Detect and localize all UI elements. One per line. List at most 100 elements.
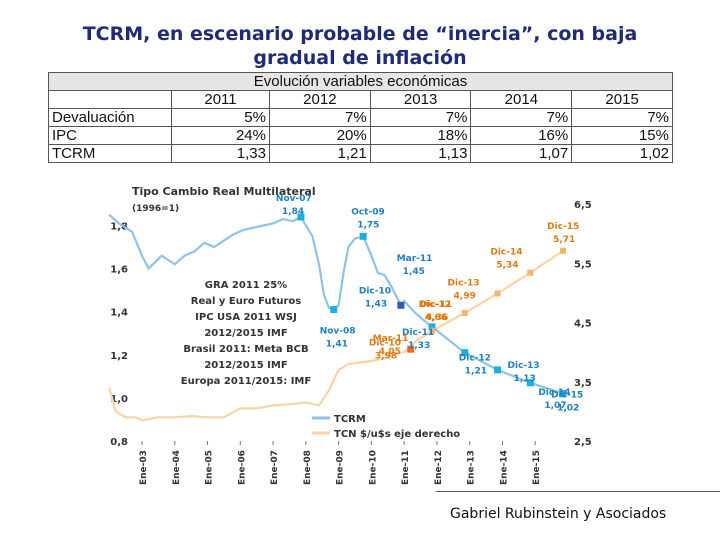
table-row-devaluacion: Devaluación 5% 7% 7% 7% 7% [48,108,673,127]
slide-title: TCRM, en escenario probable de “inercia”… [20,22,700,70]
x-tick-label: Ene-07 [270,450,280,485]
annotation-label: Nov-07 [276,194,312,204]
table-cell: 7% [369,108,472,127]
y-left-tick-label: 1,6 [110,265,128,276]
chart-subtitle: (1996=1) [132,204,179,214]
footer-divider [436,491,720,492]
annotation-value: 1,84 [282,207,304,217]
year-header: 2012 [268,90,371,109]
table-cell: 20% [268,126,371,145]
annotation-value: 1,41 [326,340,348,350]
x-tick-label: Ene-13 [467,450,477,485]
table-caption-row: Evolución variables económicas [48,72,673,91]
annotation-value: 3,98 [375,351,397,361]
projection-line-tcrm [431,325,564,395]
y-left-tick-label: 1,8 [110,222,128,233]
y-right-tick-label: 6,5 [574,200,592,211]
annotation-label: Dic-10 [369,338,401,348]
data-point-tcrm [359,232,367,240]
table-cell: 24% [171,126,270,145]
assumption-line: Brasil 2011: Meta BCB [183,344,308,355]
annotation-value: 5,34 [496,261,518,271]
annotation-value: 4,36 [426,313,448,323]
annotation-label: Mar-11 [373,334,409,344]
x-tick-label: Ene-04 [172,450,182,485]
data-point-tcrm [494,366,502,374]
annotation-value: 5,71 [553,235,575,245]
x-tick-label: Ene-03 [139,450,149,485]
year-header: 2011 [171,90,270,109]
data-point-tcn [461,310,468,317]
annotation-value: 4,66 [425,313,447,323]
x-tick-label: Ene-12 [434,450,444,485]
table-cell: 1,13 [369,144,472,163]
tcrm-chart: Tipo Cambio Real Multilateral (1996=1) 0,8… [108,185,592,485]
y-left-tick-label: 1,2 [110,351,128,362]
annotation-label: Oct-09 [351,207,385,217]
table-caption: Evolución variables económicas [48,72,673,91]
assumption-line: Real y Euro Futuros [191,296,302,307]
annotation-label: Dic-15 [551,391,583,401]
annotation-value: 1,33 [408,341,430,351]
table-header-row: 2011 2012 2013 2014 2015 [48,90,673,109]
data-point-tcrm [559,390,567,398]
footer-credit: Gabriel Rubinstein y Asociados [450,506,667,522]
table-row-tcrm: TCRM 1,33 1,21 1,13 1,07 1,02 [48,144,673,163]
annotation-label: Dic-10 [359,286,391,296]
y-right-tick-label: 3,5 [574,378,592,389]
assumption-line: GRA 2011 25% [205,280,287,291]
table-cell: 16% [470,126,573,145]
y-left-tick-label: 1,4 [110,308,128,319]
table-cell: 1,02 [571,144,673,163]
table-cell: 5% [171,108,270,127]
table-cell: 1,33 [171,144,270,163]
y-left-tick-label: 1,0 [110,394,128,405]
x-tick-label: Ene-11 [401,450,411,485]
x-tick-label: Ene-10 [368,450,378,485]
annotation-value: 1,02 [557,404,579,414]
series-line-tcrm [108,213,433,328]
y-left-tick-label: 0,8 [110,437,128,448]
annotation-label: Dic-13 [448,278,480,288]
annotation-label: Dic-14 [538,388,570,398]
x-tick-label: Ene-08 [303,450,313,485]
series-line-tcn [108,329,433,422]
legend-label: TCRM [334,414,366,425]
y-right-tick-label: 5,5 [574,259,592,270]
annotation-label: Dic-12 [419,300,451,310]
row-label: TCRM [48,144,172,163]
data-point-tcn [527,269,534,276]
year-header: 2014 [470,90,573,109]
x-tick-label: Ene-06 [237,450,247,485]
annotation-value: 1,45 [403,267,425,277]
table-cell: 18% [369,126,472,145]
table-cell: 7% [268,108,371,127]
annotation-label: Dic-15 [547,222,579,232]
data-point-tcn [407,345,415,353]
annotation-value: 1,43 [365,299,387,309]
annotation-value: 1,75 [357,220,379,230]
x-tick-label: Ene-14 [499,450,509,485]
annotation-value: 4,05 [379,347,401,357]
table-corner-cell [48,90,172,109]
table-cell: 15% [571,126,673,145]
assumption-line: 2012/2015 IMF [204,360,287,371]
y-right-tick-label: 2,5 [574,437,592,448]
year-header: 2013 [369,90,472,109]
slide-title-line-2: gradual de inflación [253,47,467,69]
assumption-line: IPC USA 2011 WSJ [195,312,297,323]
year-header: 2015 [571,90,673,109]
data-point-tcrm [428,323,436,331]
x-tick-label: Ene-09 [336,450,346,485]
x-tick-label: Ene-05 [205,450,215,485]
annotation-label: Mar-11 [397,254,433,264]
data-point-tcrm [330,306,338,314]
table-row-ipc: IPC 24% 20% 18% 16% 15% [48,126,673,145]
annotation-label: Dic-14 [490,248,522,258]
table-cell: 7% [470,108,573,127]
data-point-tcrm [526,379,534,387]
annotation-value: 1,21 [465,367,487,377]
y-right-tick-label: 4,5 [574,319,592,330]
chart-title: Tipo Cambio Real Multilateral [132,185,316,198]
annotation-label: Dic-12 [459,354,491,364]
